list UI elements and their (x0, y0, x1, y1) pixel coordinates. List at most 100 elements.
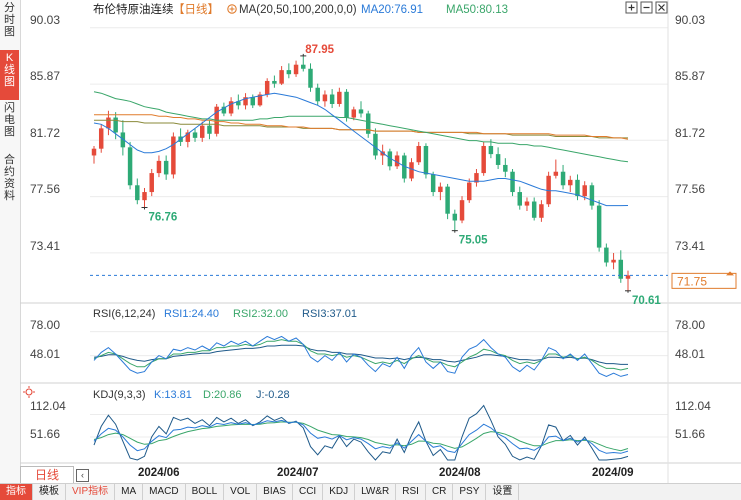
plus-icon[interactable] (625, 1, 638, 14)
rsi-title: RSI(6,12,24) (93, 308, 155, 320)
candle-body (604, 247, 609, 263)
rsi-lines (90, 331, 668, 377)
toolbar-button-settings[interactable]: 设置 (486, 484, 520, 500)
toolbar-button-kdj[interactable]: KDJ (323, 484, 356, 500)
candle-body (185, 132, 191, 142)
ma50-line (93, 91, 629, 163)
rsi1-line (93, 335, 629, 377)
period-selector[interactable]: 日线 (20, 466, 74, 484)
toolbar-button-ma[interactable]: MA (115, 484, 144, 500)
tab-lightning[interactable]: 闪电图 (4, 102, 15, 138)
ma-params: MA(20,50,100,200,0,0) (239, 4, 357, 16)
kdj-k-value: K:13.81 (154, 389, 192, 401)
candle-body (127, 147, 133, 186)
candle-body (243, 97, 248, 106)
moving-averages (93, 91, 629, 207)
price-tick-label: 81.72 (675, 126, 705, 140)
rsi-tick-label: 78.00 (675, 318, 705, 332)
candle-body (452, 213, 458, 221)
price-tick-label: 73.41 (30, 239, 60, 253)
minus-icon[interactable] (640, 1, 653, 14)
candle-body (156, 160, 162, 174)
price-tick-label: 90.03 (30, 13, 60, 27)
candle-body (510, 171, 515, 193)
candle-body (373, 133, 378, 156)
toolbar-button-cr[interactable]: CR (426, 484, 454, 500)
price-tick-label: 81.72 (30, 126, 60, 140)
extreme-markers (141, 53, 631, 293)
toolbar-button-vol[interactable]: VOL (224, 484, 258, 500)
candle-body (257, 94, 263, 106)
toolbar-button-lwr[interactable]: LW&R (355, 484, 397, 500)
candle-body (293, 64, 299, 75)
tab-timeshare[interactable]: 分时图 (4, 2, 15, 38)
ma-settings-icon[interactable] (227, 4, 237, 14)
period-tag: 【日线】 (173, 2, 219, 16)
kdj-title: KDJ(9,3,3) (93, 389, 146, 401)
kdj-d-line (93, 421, 629, 452)
candle-body (315, 87, 320, 102)
candle-body (322, 94, 328, 102)
kdj-j-value: J:-0.28 (256, 389, 290, 401)
rsi3-line (93, 344, 628, 365)
candle-body (539, 204, 544, 218)
x-tick-label: 2024/06 (138, 467, 180, 479)
price-tick-label: 85.87 (30, 69, 60, 83)
candle-body (113, 117, 118, 133)
candle-body (192, 132, 198, 138)
candle-body (358, 109, 364, 114)
kline-chart[interactable]: 布伦特原油连续 【日线】 MA(20,50,100,200,0,0) MA20:… (0, 0, 741, 483)
current-price-marker: 71.75 (671, 271, 737, 289)
candle-body (553, 171, 559, 176)
toolbar-button-indicators[interactable]: 指标 (0, 484, 33, 500)
candle-body (308, 68, 313, 88)
sun-icon[interactable] (23, 386, 35, 398)
high-annotation: 87.95 (305, 44, 334, 56)
candle-body (207, 125, 212, 134)
rsi-tick-label: 48.01 (675, 347, 705, 361)
candle-body (416, 145, 421, 163)
candle-body (560, 171, 566, 186)
candle-body (200, 125, 205, 138)
toolbar-button-boll[interactable]: BOLL (186, 484, 225, 500)
candle-body (394, 155, 400, 167)
kdj-tick-label: 51.66 (675, 427, 705, 441)
price-tick-label: 90.03 (675, 13, 705, 27)
current-price-label: 71.75 (677, 274, 707, 288)
indicator-toolbar: 指标 模板 VIP指标 MA MACD BOLL VOL BIAS CCI KD… (0, 483, 741, 500)
toolbar-button-macd[interactable]: MACD (143, 484, 186, 500)
candle-body (344, 91, 349, 118)
kdj-tick-label: 112.04 (675, 399, 711, 413)
price-tick-label: 77.56 (30, 182, 60, 196)
toolbar-button-bias[interactable]: BIAS (257, 484, 293, 500)
close-icon[interactable] (655, 1, 668, 14)
chevron-left-icon[interactable]: ‹ (76, 469, 89, 482)
x-tick-label: 2024/08 (439, 467, 481, 479)
kdj-tick-label: 112.04 (30, 399, 66, 413)
current-price-arrow-icon (726, 271, 734, 276)
candle-body (589, 185, 595, 206)
toolbar-button-psy[interactable]: PSY (453, 484, 487, 500)
toolbar-button-cci[interactable]: CCI (293, 484, 324, 500)
candle-body (365, 113, 371, 134)
candle-body (438, 186, 443, 193)
candle-body (481, 145, 486, 174)
kdj-d-value: D:20.86 (203, 389, 242, 401)
candle-body (221, 106, 227, 114)
ma20-line (93, 92, 629, 207)
rsi3-value: RSI3:37.01 (302, 308, 357, 320)
tab-contract-info[interactable]: 合约资料 (4, 154, 15, 202)
low-annotation: 70.61 (632, 295, 661, 307)
low-annotation: 76.76 (149, 211, 178, 223)
candle-body (409, 162, 414, 179)
toolbar-button-template[interactable]: 模板 (33, 484, 66, 500)
toolbar-button-vip[interactable]: VIP指标 (66, 484, 116, 500)
candle-body (120, 132, 126, 148)
instrument-title: 布伦特原油连续 (93, 2, 174, 16)
candle-body (503, 164, 508, 172)
toolbar-button-rsi[interactable]: RSI (396, 484, 426, 500)
candle-body (423, 145, 429, 175)
rsi1-value: RSI1:24.40 (164, 308, 219, 320)
kdj-j-line (93, 404, 629, 461)
